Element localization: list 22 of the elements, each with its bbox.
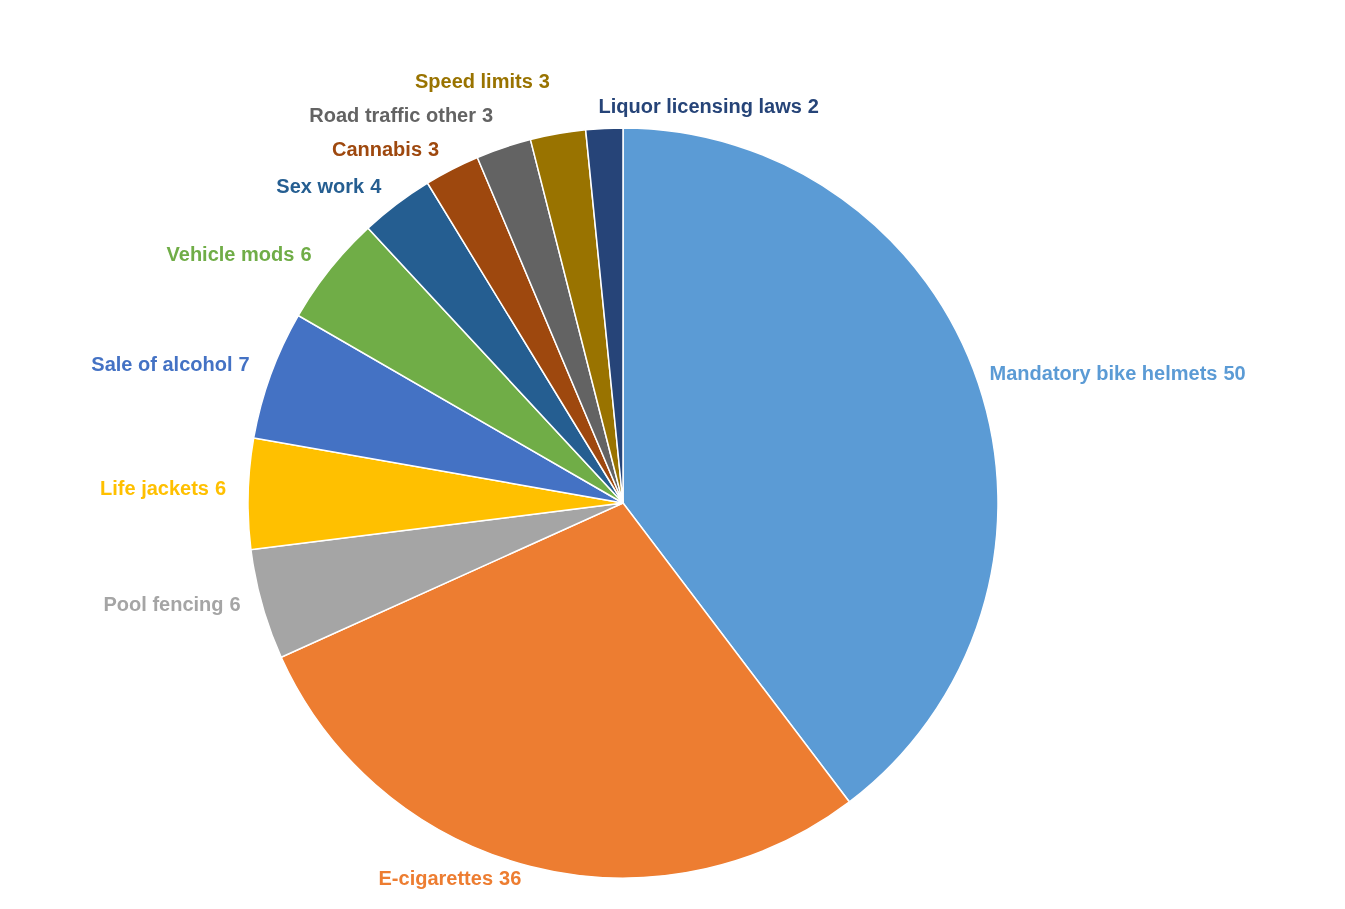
data-label: 7 xyxy=(238,352,250,375)
slice-label: Road traffic other xyxy=(309,104,477,127)
slice-label: Speed limits xyxy=(414,70,533,93)
slice-label: Sale of alcohol xyxy=(91,352,233,375)
data-label: 6 xyxy=(229,593,241,616)
data-label: 4 xyxy=(370,174,383,197)
data-label: 6 xyxy=(215,477,227,500)
data-label: 36 xyxy=(499,866,522,889)
slice-label: Cannabis xyxy=(332,138,423,161)
slice-label: E-cigarettes xyxy=(378,866,494,889)
data-label: 50 xyxy=(1223,362,1246,385)
slice-label: Sex work xyxy=(276,174,366,197)
slice-label: Liquor licensing laws xyxy=(598,95,802,118)
slice-label: Life jackets xyxy=(100,477,209,500)
slice-label: Mandatory bike helmets xyxy=(989,362,1218,385)
data-label: 2 xyxy=(807,95,819,118)
slice-label: Vehicle mods xyxy=(166,242,295,265)
data-label: 3 xyxy=(482,104,494,127)
data-label: 6 xyxy=(300,242,312,265)
data-label: 3 xyxy=(428,138,440,161)
data-label: 3 xyxy=(538,70,550,93)
slice-label: Pool fencing xyxy=(103,593,224,616)
